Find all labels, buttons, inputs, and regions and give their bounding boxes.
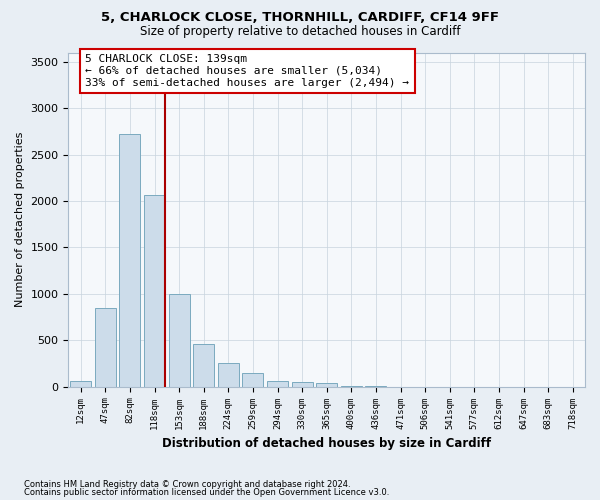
Bar: [144, 196, 165, 386]
X-axis label: Distribution of detached houses by size in Cardiff: Distribution of detached houses by size …: [162, 437, 491, 450]
Bar: [242, 373, 263, 386]
Bar: [292, 382, 313, 386]
Text: Size of property relative to detached houses in Cardiff: Size of property relative to detached ho…: [140, 25, 460, 38]
Bar: [70, 381, 91, 386]
Bar: [193, 344, 214, 387]
Bar: [119, 134, 140, 386]
Text: Contains public sector information licensed under the Open Government Licence v3: Contains public sector information licen…: [24, 488, 389, 497]
Text: 5, CHARLOCK CLOSE, THORNHILL, CARDIFF, CF14 9FF: 5, CHARLOCK CLOSE, THORNHILL, CARDIFF, C…: [101, 11, 499, 24]
Bar: [267, 380, 288, 386]
Bar: [316, 384, 337, 386]
Y-axis label: Number of detached properties: Number of detached properties: [15, 132, 25, 308]
Text: 5 CHARLOCK CLOSE: 139sqm
← 66% of detached houses are smaller (5,034)
33% of sem: 5 CHARLOCK CLOSE: 139sqm ← 66% of detach…: [85, 54, 409, 88]
Bar: [95, 308, 116, 386]
Text: Contains HM Land Registry data © Crown copyright and database right 2024.: Contains HM Land Registry data © Crown c…: [24, 480, 350, 489]
Bar: [169, 294, 190, 386]
Bar: [218, 364, 239, 386]
